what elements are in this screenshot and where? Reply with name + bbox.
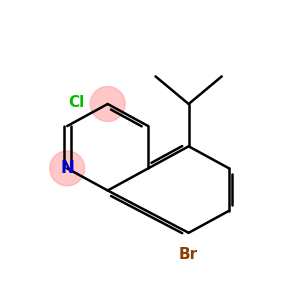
Text: N: N [60,159,74,177]
Text: Br: Br [179,248,198,262]
Text: Cl: Cl [68,95,85,110]
Circle shape [50,151,85,186]
Circle shape [90,86,125,122]
